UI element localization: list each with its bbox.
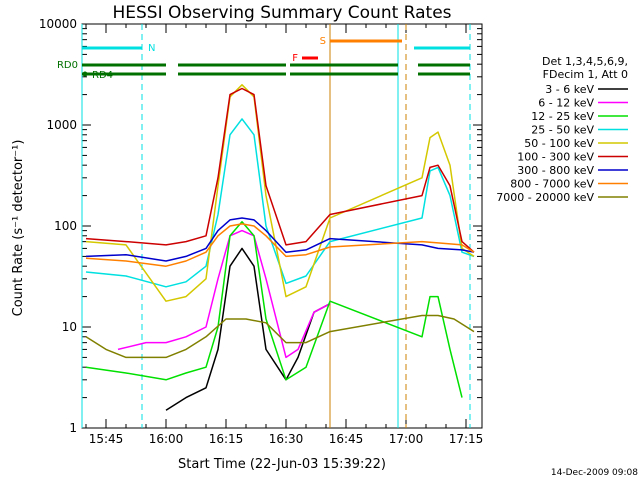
x-tick-label-17:15: 17:15 <box>449 432 484 446</box>
x-axis-label: Start Time (22-Jun-03 15:39:22) <box>178 457 386 472</box>
y-tick-label-1: 1 <box>69 421 77 435</box>
series-line-1 <box>117 229 331 359</box>
series-line-4 <box>85 84 475 302</box>
legend-entry-3: 25 - 50 keV <box>531 124 594 137</box>
plot-frame-layer: 1 10 100 1000 10000 15:45 16:00 16:15 16:30 16:45… <box>39 17 483 446</box>
y-tick-label-100: 100 <box>54 219 77 233</box>
x-tick-label-16:30: 16:30 <box>269 432 304 446</box>
footer-timestamp: 14-Dec-2009 09:08 <box>551 468 638 478</box>
series-line-5 <box>85 87 475 253</box>
legend-entry-6: 300 - 800 keV <box>517 164 594 177</box>
y-tick-label-10000: 10000 <box>39 17 77 31</box>
legend-entry-8: 7000 - 20000 keV <box>496 191 594 204</box>
x-tick-label-15:45: 15:45 <box>89 432 124 446</box>
s-label: S <box>320 36 326 47</box>
rd0-label: RD0 <box>57 60 78 71</box>
n-label: N <box>148 43 155 54</box>
legend-entry-5: 100 - 300 keV <box>517 151 594 164</box>
series-line-7 <box>85 223 475 267</box>
legend-entry-4: 50 - 100 keV <box>524 137 594 150</box>
y-axis-label: Count Rate (s⁻¹ detector⁻¹) <box>11 140 26 317</box>
annotation-layer: RD0 RD4 N F S <box>57 24 471 428</box>
x-tick-label-16:15: 16:15 <box>209 432 244 446</box>
y-tick-label-1000: 1000 <box>46 118 77 132</box>
series-line-3 <box>85 118 475 288</box>
series-line-6 <box>85 217 475 262</box>
f-label: F <box>292 53 298 64</box>
series-layer <box>85 84 475 411</box>
x-tick-label-16:45: 16:45 <box>329 432 364 446</box>
legend-header-2: FDecim 1, Att 0 <box>543 68 628 81</box>
x-tick-label-17:00: 17:00 <box>389 432 424 446</box>
x-tick-label-16:00: 16:00 <box>149 432 184 446</box>
series-line-8 <box>85 314 475 359</box>
rd4-label: RD4 <box>92 70 113 81</box>
series-line-2 <box>85 221 463 398</box>
legend: Det 1,3,4,5,6,9, FDecim 1, Att 0 3 - 6 k… <box>496 55 628 204</box>
rd4-marker <box>82 71 88 77</box>
legend-entry-2: 12 - 25 keV <box>531 110 594 123</box>
series-line-0 <box>165 247 331 411</box>
legend-entry-0: 3 - 6 keV <box>545 83 594 96</box>
legend-entry-7: 800 - 7000 keV <box>510 178 594 191</box>
legend-header-1: Det 1,3,4,5,6,9, <box>542 55 628 68</box>
chart-title: HESSI Observing Summary Count Rates <box>112 3 451 23</box>
y-tick-label-10: 10 <box>62 320 77 334</box>
legend-entry-1: 6 - 12 keV <box>538 97 594 110</box>
